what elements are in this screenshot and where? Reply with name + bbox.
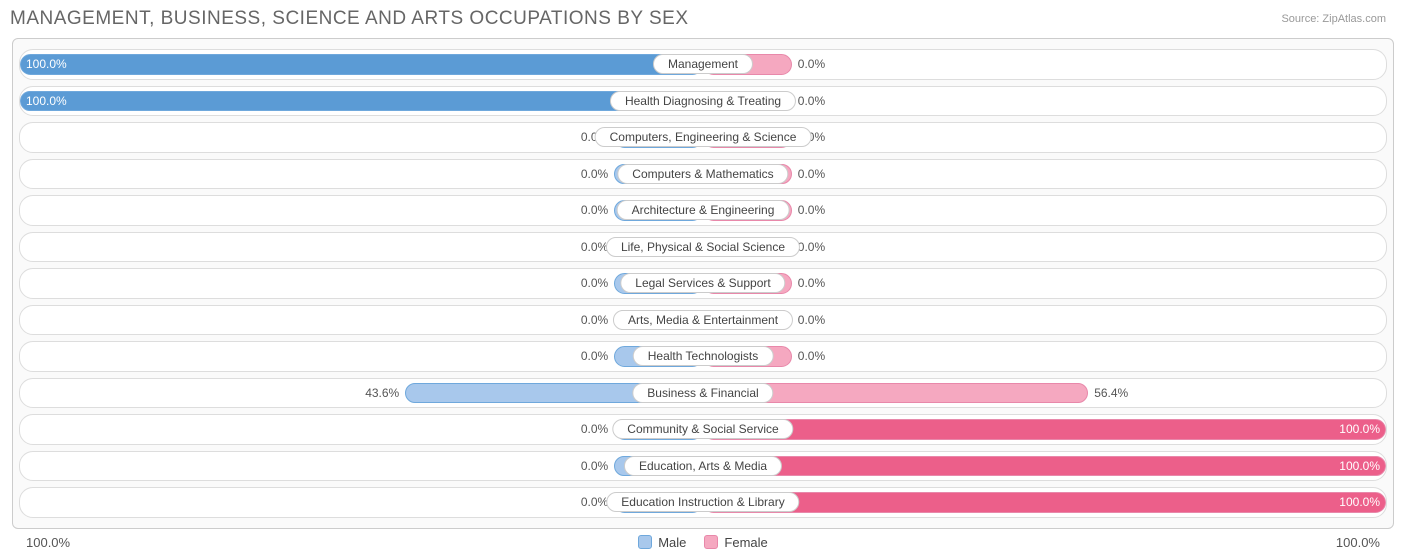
legend-female-label: Female (724, 535, 767, 550)
category-label: Computers, Engineering & Science (595, 127, 812, 147)
category-label: Life, Physical & Social Science (606, 237, 800, 257)
female-value: 0.0% (798, 167, 825, 181)
category-label: Community & Social Service (612, 419, 793, 439)
category-label: Business & Financial (632, 383, 773, 403)
female-value: 0.0% (798, 240, 825, 254)
chart-row: 0.0% 0.0%Life, Physical & Social Science (19, 232, 1387, 263)
chart-row: 0.0%0.0%Computers, Engineering & Science (19, 122, 1387, 153)
chart-row: 0.0% 0.0% Legal Services & Support (19, 268, 1387, 299)
male-value: 100.0% (26, 57, 67, 71)
male-value: 0.0% (581, 459, 608, 473)
category-label: Education Instruction & Library (606, 492, 799, 512)
chart-area: 100.0%0.0%Management100.0%0.0%Health Dia… (12, 38, 1394, 529)
chart-row: 0.0% 100.0% Education Instruction & Librar… (19, 487, 1387, 518)
chart-row: 100.0% 0.0%Health Diagnosing & Treating (19, 86, 1387, 117)
category-label: Management (653, 54, 753, 74)
male-bar (20, 91, 703, 112)
male-value: 0.0% (581, 495, 608, 509)
female-value: 56.4% (1094, 386, 1128, 400)
chart-row: 100.0% 0.0% Management (19, 49, 1387, 80)
female-value: 0.0% (798, 276, 825, 290)
category-label: Education, Arts & Media (624, 456, 782, 476)
female-value: 0.0% (798, 203, 825, 217)
chart-row: 0.0% 100.0% Education, Arts & Media (19, 451, 1387, 482)
male-value: 43.6% (365, 386, 399, 400)
chart-row: 0.0% 0.0% Computers & Mathematics (19, 159, 1387, 190)
category-label: Health Diagnosing & Treating (610, 91, 796, 111)
chart-row: 0.0% 100.0% Community & Social Service (19, 414, 1387, 445)
male-value: 0.0% (581, 203, 608, 217)
male-value: 0.0% (581, 167, 608, 181)
axis-right-label: 100.0% (1336, 535, 1380, 550)
female-value: 100.0% (1339, 495, 1380, 509)
legend-female-swatch (704, 535, 718, 549)
female-value: 100.0% (1339, 422, 1380, 436)
category-label: Architecture & Engineering (617, 200, 790, 220)
female-bar (703, 419, 1386, 440)
category-label: Legal Services & Support (620, 273, 785, 293)
female-value: 0.0% (798, 94, 825, 108)
chart-row: 0.0% 0.0% Arts, Media & Entertainment (19, 305, 1387, 336)
female-value: 100.0% (1339, 459, 1380, 473)
legend-male-swatch (638, 535, 652, 549)
legend-male-label: Male (658, 535, 686, 550)
female-bar (703, 492, 1386, 513)
chart-row: 0.0% 0.0% Architecture & Engineering (19, 195, 1387, 226)
female-bar (703, 456, 1386, 477)
chart-title: MANAGEMENT, BUSINESS, SCIENCE AND ARTS O… (10, 8, 689, 30)
legend-female: Female (704, 535, 767, 550)
male-value: 100.0% (26, 94, 67, 108)
female-value: 0.0% (798, 57, 825, 71)
chart-row: 43.6% 56.4% Business & Financial (19, 378, 1387, 409)
female-value: 0.0% (798, 349, 825, 363)
chart-row: 0.0% 0.0% Health Technologists (19, 341, 1387, 372)
male-bar (20, 54, 703, 75)
male-value: 0.0% (581, 276, 608, 290)
legend-male: Male (638, 535, 686, 550)
category-label: Health Technologists (633, 346, 774, 366)
chart-source: Source: ZipAtlas.com (1281, 13, 1386, 25)
female-value: 0.0% (798, 313, 825, 327)
male-value: 0.0% (581, 349, 608, 363)
male-value: 0.0% (581, 422, 608, 436)
legend: Male Female (638, 535, 768, 550)
category-label: Arts, Media & Entertainment (613, 310, 793, 330)
axis-left-label: 100.0% (26, 535, 70, 550)
male-value: 0.0% (581, 240, 608, 254)
category-label: Computers & Mathematics (617, 164, 788, 184)
male-value: 0.0% (581, 313, 608, 327)
